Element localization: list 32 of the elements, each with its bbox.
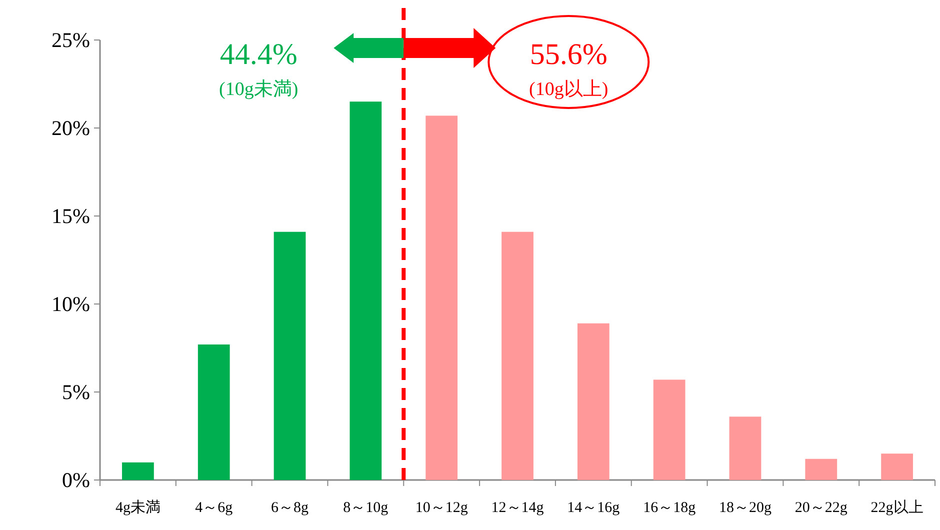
y-tick-label: 25% <box>52 28 90 52</box>
bar <box>350 102 382 480</box>
annotation: 44.4% <box>220 38 298 71</box>
annotation: (10g以上) <box>529 79 608 100</box>
bar <box>426 116 458 480</box>
bar <box>653 380 686 480</box>
bar <box>122 462 154 480</box>
y-tick-label: 0% <box>62 468 90 492</box>
x-tick-label: 20～22g <box>794 500 848 516</box>
x-tick-label: 12～14g <box>491 500 544 516</box>
x-tick-label: 8～10g <box>343 500 389 516</box>
y-tick-label: 10% <box>52 292 90 316</box>
x-tick-label: 14～16g <box>567 500 620 516</box>
bar <box>577 323 610 480</box>
bar <box>502 232 534 480</box>
y-tick-label: 5% <box>62 380 90 404</box>
x-tick-label: 4g未満 <box>115 499 160 516</box>
bar <box>729 416 762 480</box>
annotation: (10g未満) <box>219 79 298 100</box>
x-tick-label: 16～18g <box>643 500 696 516</box>
bar <box>274 232 306 480</box>
y-tick-label: 20% <box>52 116 90 140</box>
bar <box>805 458 838 480</box>
y-tick-label: 15% <box>52 204 90 228</box>
bar <box>881 454 913 480</box>
x-tick-label: 4～6g <box>195 500 234 516</box>
x-tick-label: 22g以上 <box>870 499 924 516</box>
x-tick-label: 18～20g <box>718 500 772 516</box>
x-tick-label: 6～8g <box>271 500 310 516</box>
annotation: 55.6% <box>530 38 608 71</box>
bar <box>198 344 230 480</box>
x-tick-label: 10～12g <box>415 500 468 516</box>
